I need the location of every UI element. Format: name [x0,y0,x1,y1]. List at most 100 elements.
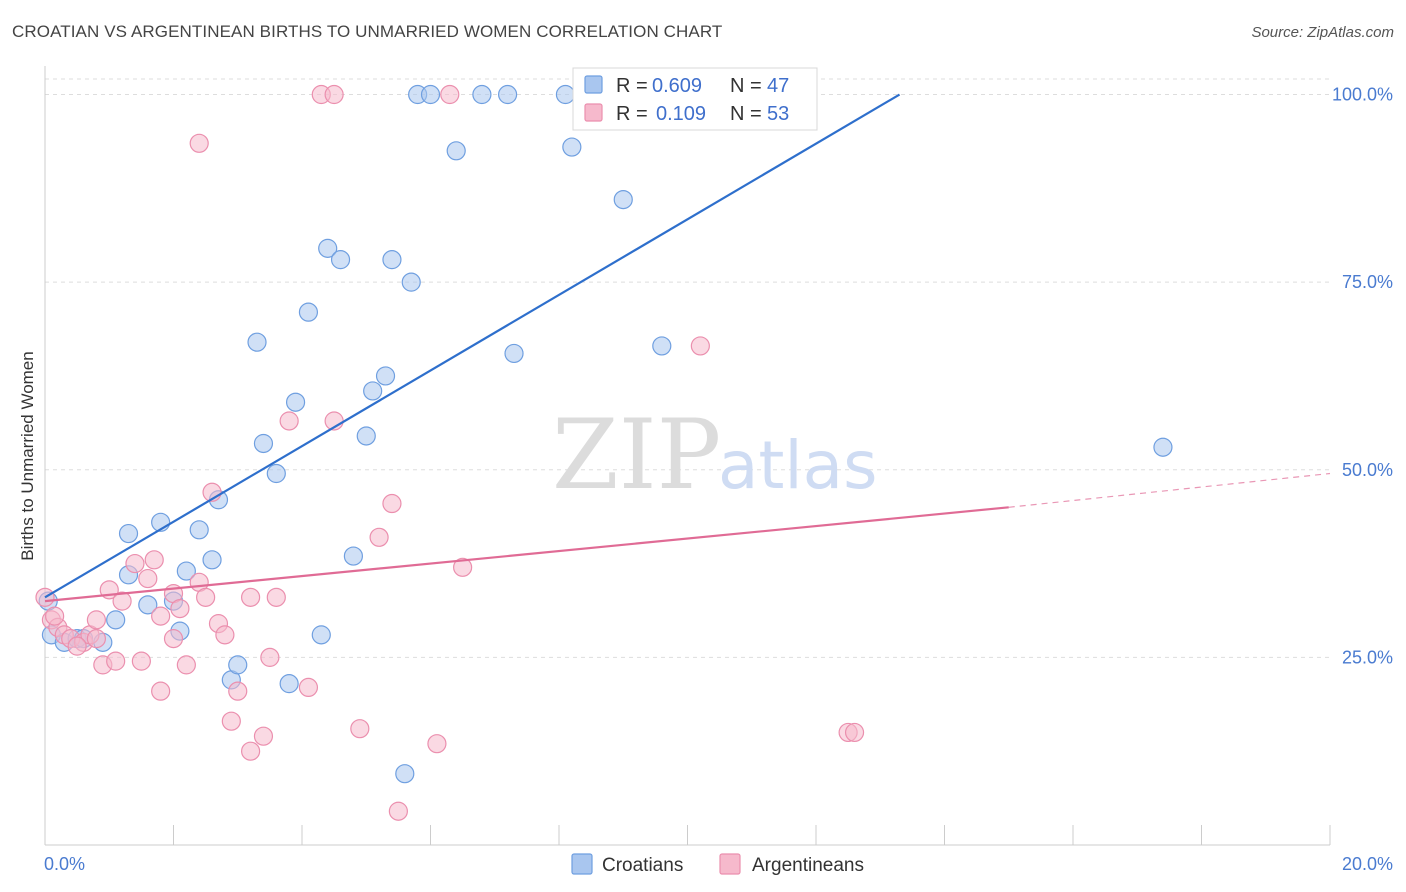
croatians-point-37 [498,84,518,105]
croatians-point-35 [446,141,466,161]
argentineans-point-33 [266,587,286,607]
argentineans-point-31 [253,726,274,746]
croatians-series-swatch [571,853,593,875]
croatians-point-11 [176,561,196,581]
croatians-point-4 [106,610,126,630]
argentineans-point-20 [176,655,196,675]
argentineans-series-swatch [719,853,741,875]
x-tick-label-0: 0.0% [44,854,85,874]
y-tick-label-1: 50.0% [1342,460,1393,480]
argentineans-point-10 [112,591,132,611]
croatians-point-39 [555,84,576,105]
argentineans-point-48 [844,722,865,743]
watermark-atlas: atlas [718,427,878,504]
croatians-n-label: N = [730,75,762,97]
argentineans-point-16 [151,681,171,701]
argentineans-n-value: 53 [767,103,789,125]
source-credit: Source: ZipAtlas.com [1251,24,1394,41]
croatians-point-40 [562,137,582,157]
croatians-point-36 [472,84,492,105]
y-tick-label-0: 25.0% [1342,647,1393,667]
argentineans-point-42 [388,801,408,821]
argentineans-point-23 [196,587,216,607]
croatians-point-31 [395,764,415,784]
argentineans-point-15 [151,606,171,626]
stats-legend: R = 0.609 N = 47 R = 0.109 N = 53 [572,67,818,131]
watermark-zip: ZIP [552,399,721,511]
croatians-point-27 [356,426,376,446]
argentineans-point-14 [144,550,164,570]
x-tick-labels: 0.0% 20.0% [44,854,1393,874]
croatians-point-13 [202,550,222,570]
croatians-point-7 [138,595,158,615]
argentineans-point-9 [106,651,126,671]
croatians-point-5 [118,523,139,544]
croatians-series-label: Croatians [602,855,683,876]
y-tick-label-2: 75.0% [1342,272,1393,292]
croatians-n-value: 47 [767,75,789,97]
argentineans-point-46 [690,336,710,356]
croatians-point-34 [420,84,441,105]
series-legend: Croatians Argentineans [571,853,864,876]
x-tick-label-1: 20.0% [1342,854,1393,874]
argentineans-trend-extension [1008,472,1331,508]
argentineans-point-13 [138,568,158,589]
y-axis-title: Births to Unmarried Women [18,351,37,560]
croatians-point-38 [504,343,524,364]
argentineans-point-30 [241,741,261,761]
y-tick-label-3: 100.0% [1332,85,1393,105]
croatians-point-44 [1153,437,1173,457]
axes [44,66,1331,846]
y-tick-labels: 25.0% 50.0% 75.0% 100.0% [1332,85,1393,668]
argentineans-point-44 [440,84,460,105]
argentineans-point-52 [86,629,107,649]
argentineans-point-28 [228,681,248,701]
croatians-r-value: 0.609 [652,75,702,97]
argentineans-point-41 [382,493,402,514]
trend-lines [44,93,1331,603]
croatians-point-19 [266,463,286,484]
argentineans-point-19 [170,598,190,619]
argentineans-point-21 [189,133,209,153]
argentineans-point-39 [350,719,370,739]
croatians-point-25 [330,250,351,270]
croatians-r-label: R = [616,75,648,97]
argentineans-point-29 [241,587,261,607]
argentineans-point-50 [67,636,87,656]
argentineans-point-43 [427,734,447,754]
argentineans-point-51 [45,606,65,626]
argentineans-r-label: R = [616,103,648,125]
argentineans-point-12 [131,651,151,671]
croatians-point-30 [382,250,402,270]
croatians-point-23 [311,625,331,645]
argentineans-point-11 [125,553,145,574]
argentineans-point-27 [221,711,241,731]
stats-legend-box [572,67,818,131]
argentineans-point-35 [298,677,319,698]
croatians-point-42 [613,189,633,210]
croatians-point-43 [652,336,672,356]
croatians-trend-line [44,93,901,599]
argentineans-point-32 [260,647,280,667]
argentineans-point-6 [86,610,107,630]
croatians-point-20 [279,674,299,694]
croatians-point-22 [298,302,319,322]
chart-title: CROATIAN VS ARGENTINEAN BIRTHS TO UNMARR… [12,22,723,41]
argentineans-series-label: Argentineans [752,855,864,876]
croatians-point-32 [401,272,421,292]
croatians-legend-swatch [584,75,603,94]
argentineans-points [35,84,865,821]
croatians-point-12 [189,520,209,540]
croatians-point-17 [247,332,267,352]
argentineans-point-26 [215,625,235,645]
argentineans-point-45 [453,557,473,577]
argentineans-legend-swatch [584,103,603,122]
croatians-point-29 [375,366,396,386]
argentineans-point-34 [279,411,299,431]
grid-lines [45,78,1330,658]
argentineans-r-value: 0.109 [656,103,706,125]
argentineans-point-37 [324,84,344,105]
croatians-point-24 [318,238,338,258]
argentineans-trend-line [44,506,1009,603]
